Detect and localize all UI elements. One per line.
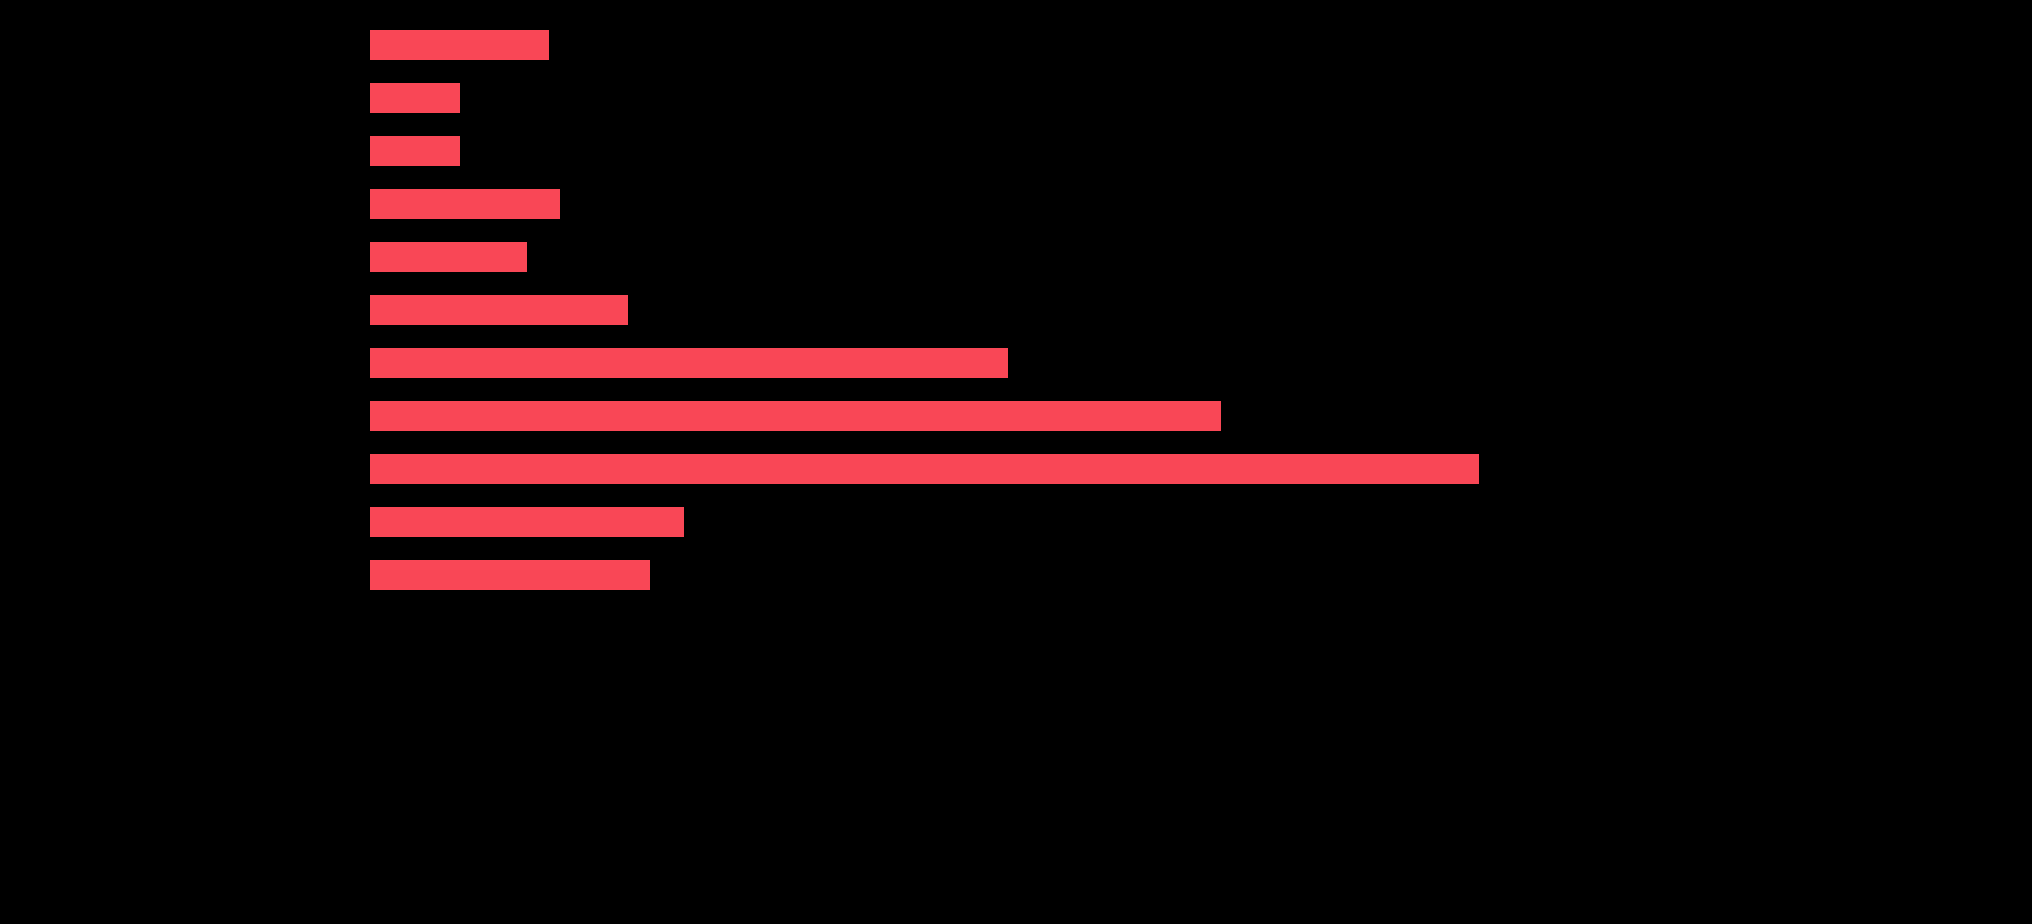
x-axis-tick: 60 xyxy=(1034,630,1050,646)
bar xyxy=(370,189,560,219)
bar xyxy=(370,30,549,60)
chart-container: 0 10 20 30 40 50 60 70 80 90 100 xyxy=(0,0,2032,924)
bar xyxy=(370,507,684,537)
x-axis-tick: 90 xyxy=(1370,630,1386,646)
x-axis-tick: 20 xyxy=(586,630,602,646)
x-axis-tick: 70 xyxy=(1146,630,1162,646)
bar xyxy=(370,295,628,325)
x-axis-tick: 0 xyxy=(366,630,374,646)
x-axis-tick: 50 xyxy=(922,630,938,646)
bar xyxy=(370,401,1221,431)
x-axis-tick: 30 xyxy=(698,630,714,646)
bar xyxy=(370,454,1479,484)
bar xyxy=(370,83,460,113)
bar xyxy=(370,348,1008,378)
x-axis-tick: 100 xyxy=(1478,630,1501,646)
plot-area xyxy=(370,30,1490,610)
x-axis-tick: 40 xyxy=(810,630,826,646)
bar xyxy=(370,136,460,166)
bar xyxy=(370,242,527,272)
bar xyxy=(370,560,650,590)
x-axis-tick: 10 xyxy=(474,630,490,646)
x-axis-tick: 80 xyxy=(1258,630,1274,646)
